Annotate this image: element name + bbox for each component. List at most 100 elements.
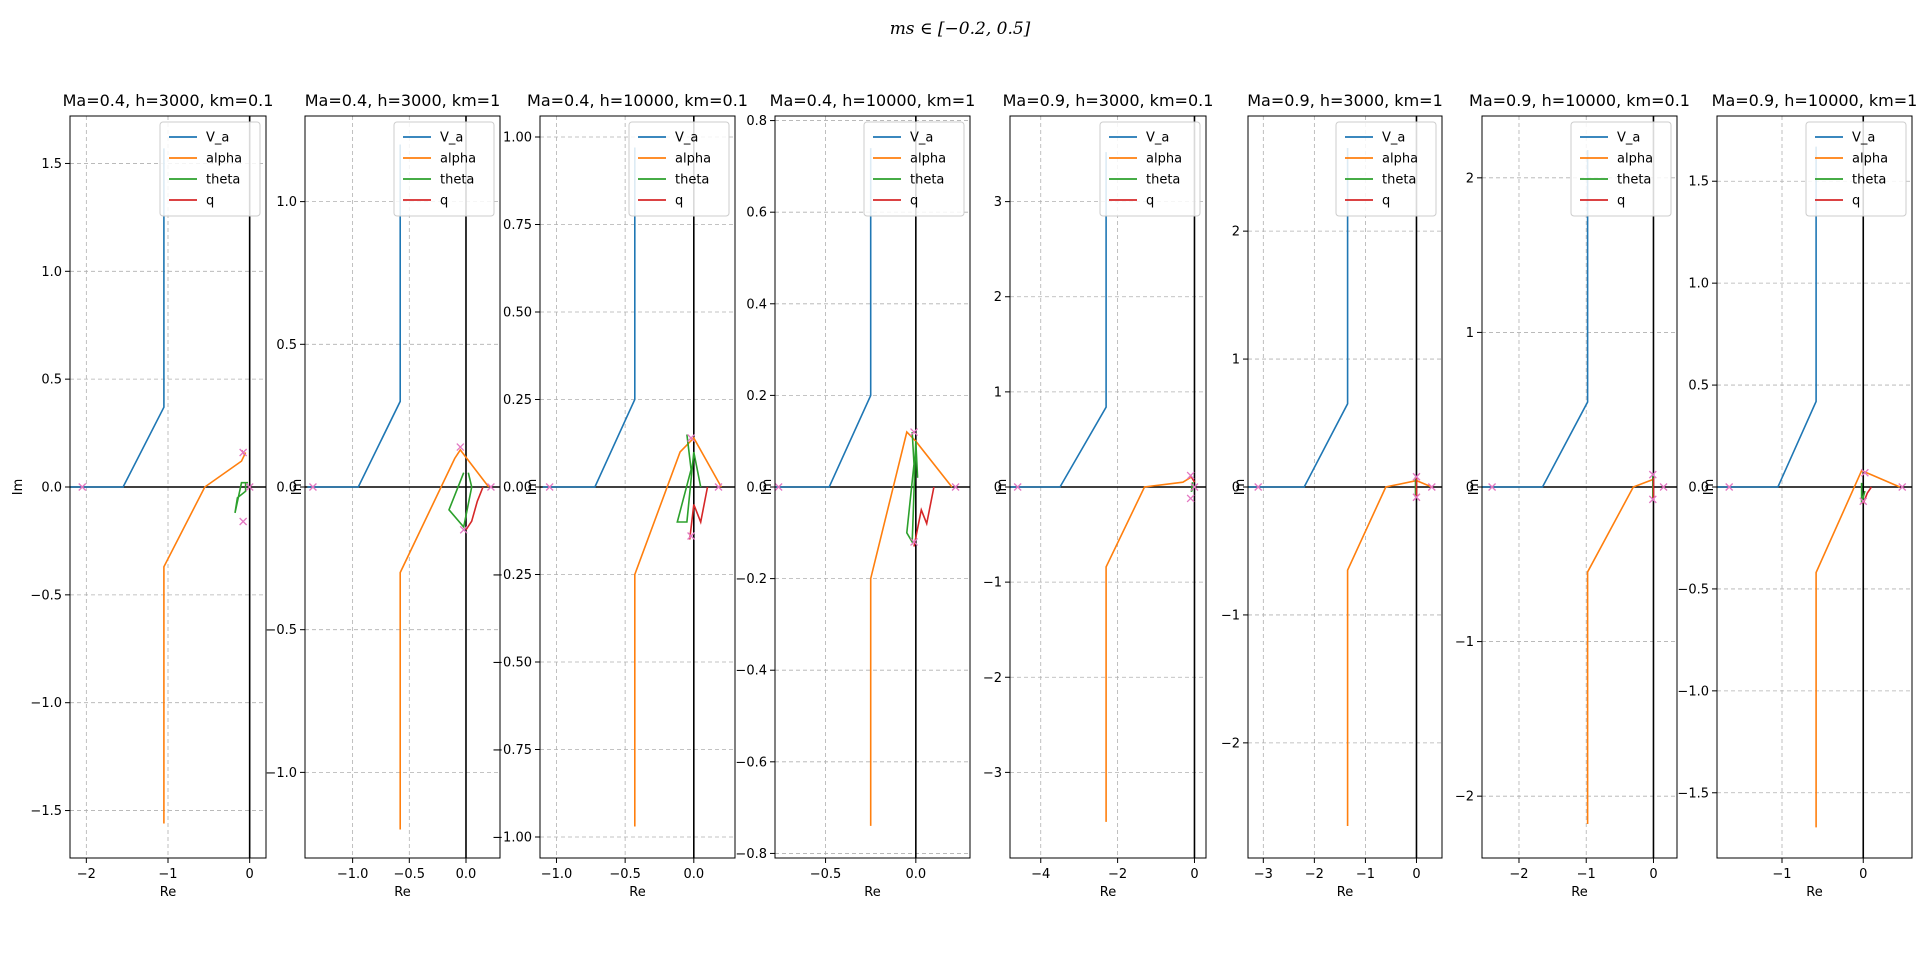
pole-marker-stroke: [1254, 483, 1263, 491]
pole-marker: [687, 434, 696, 442]
x-tick-label: −2: [1305, 867, 1324, 882]
series-line-alpha: [1815, 469, 1901, 828]
y-tick-label: 0.75: [503, 218, 532, 233]
x-tick-label: −1: [1356, 867, 1375, 882]
y-tick-label: 1.5: [41, 157, 62, 172]
y-tick-label: 3: [994, 195, 1002, 210]
pole-marker-stroke: [1725, 483, 1734, 491]
series-group: [1717, 146, 1907, 828]
pole-marker-stroke: [486, 483, 495, 491]
legend-label-q: q: [1617, 194, 1625, 209]
subplot-3: −1.0 −0.5 0.0 −1.00 −0.75 −0.50 −0.25 0.00 0.25 0…: [492, 91, 748, 900]
x-tick-label: −2: [1108, 867, 1127, 882]
legend-label-q: q: [1852, 194, 1860, 209]
y-tick-label: 0.5: [276, 338, 297, 353]
pole-marker: [1898, 483, 1907, 491]
y-tick-label: −1: [983, 576, 1002, 591]
series-line-alpha: [399, 448, 490, 830]
y-tick-label: 2: [1232, 225, 1240, 240]
pole-marker-stroke: [775, 483, 783, 491]
pole-marker: [1254, 483, 1263, 491]
y-tick-label: 0.50: [503, 306, 532, 321]
x-tick-label: 0.0: [683, 867, 704, 882]
y-tick-label: −0.5: [30, 588, 62, 603]
legend-box: [1335, 121, 1437, 217]
x-axis-label: Re: [1337, 885, 1353, 900]
y-tick-label: −2: [1221, 736, 1240, 751]
subplot-title: Ma=0.4, h=10000, km=1: [770, 91, 976, 110]
x-tick-label: −1: [1772, 867, 1791, 882]
series-line-V_a: [1717, 146, 1817, 488]
y-tick-label: 1.0: [41, 265, 62, 280]
x-tick-label: −1.0: [541, 867, 573, 882]
y-tick-label: 1.0: [1688, 277, 1709, 292]
legend-label-q: q: [1382, 194, 1390, 209]
y-axis-label: Im: [760, 479, 775, 496]
y-tick-label: 0.00: [503, 481, 532, 496]
series-line-V_a: [1010, 152, 1107, 488]
y-axis-label: Im: [1702, 479, 1717, 496]
legend-label-V_a: V_a: [1146, 131, 1169, 146]
x-axis-label: Re: [629, 885, 645, 900]
y-tick-label: 1: [1466, 326, 1474, 341]
series-line-q: [913, 486, 935, 547]
y-axis-label: Im: [11, 479, 26, 496]
pole-marker-stroke: [308, 483, 317, 491]
y-tick-label: 0.0: [1688, 481, 1709, 496]
series-line-alpha: [1105, 476, 1192, 822]
x-axis-label: Re: [1571, 885, 1587, 900]
y-tick-label: 2: [1466, 171, 1474, 186]
pole-marker: [545, 483, 554, 491]
x-tick-label: 0.0: [905, 867, 926, 882]
legend-label-alpha: alpha: [1382, 152, 1418, 167]
y-tick-label: −1.00: [492, 831, 532, 846]
legend-label-V_a: V_a: [910, 131, 933, 146]
y-tick-label: 0.5: [1688, 379, 1709, 394]
pole-marker-stroke: [1013, 483, 1022, 491]
x-tick-label: 0: [1649, 867, 1657, 882]
y-tick-label: −0.75: [492, 743, 532, 758]
series-group: [1248, 148, 1436, 826]
legend-label-q: q: [440, 194, 448, 209]
pole-marker: [245, 483, 254, 491]
y-tick-label: −0.5: [1677, 582, 1709, 597]
y-tick-label: −1.5: [1677, 786, 1709, 801]
pole-marker: [1013, 483, 1022, 491]
pole-marker-stroke: [1186, 471, 1195, 480]
x-axis-label: Re: [160, 885, 176, 900]
series-line-alpha: [163, 452, 247, 824]
pole-marker-stroke: [1859, 497, 1868, 506]
x-tick-label: 0: [1412, 867, 1420, 882]
pole-marker-stroke: [1412, 493, 1421, 502]
legend-box: [863, 121, 965, 217]
pole-marker-stroke: [1648, 495, 1657, 504]
pole-marker-stroke: [239, 517, 248, 526]
pole-marker: [1659, 483, 1668, 491]
legend-label-q: q: [206, 194, 214, 209]
series-line-alpha: [1586, 478, 1654, 824]
legend-label-alpha: alpha: [675, 152, 711, 167]
pole-marker: [775, 483, 783, 491]
pole-marker: [1186, 471, 1195, 480]
series-line-V_a: [307, 144, 402, 488]
pole-marker: [1412, 493, 1421, 502]
legend-label-alpha: alpha: [206, 152, 242, 167]
pole-marker: [239, 517, 248, 526]
y-axis-label: Im: [1233, 479, 1248, 496]
y-tick-label: 1: [1232, 353, 1240, 368]
y-tick-label: −1.0: [265, 766, 297, 781]
x-tick-label: 0: [1190, 867, 1198, 882]
series-group: [775, 148, 960, 826]
legend-box: [1805, 121, 1907, 217]
legend-label-alpha: alpha: [1852, 152, 1888, 167]
legend-box: [1570, 121, 1672, 217]
legend-label-theta: theta: [675, 173, 709, 188]
legend-label-theta: theta: [1382, 173, 1416, 188]
legend-label-alpha: alpha: [910, 152, 946, 167]
y-tick-label: 0.2: [746, 389, 767, 404]
pole-marker: [687, 532, 696, 540]
